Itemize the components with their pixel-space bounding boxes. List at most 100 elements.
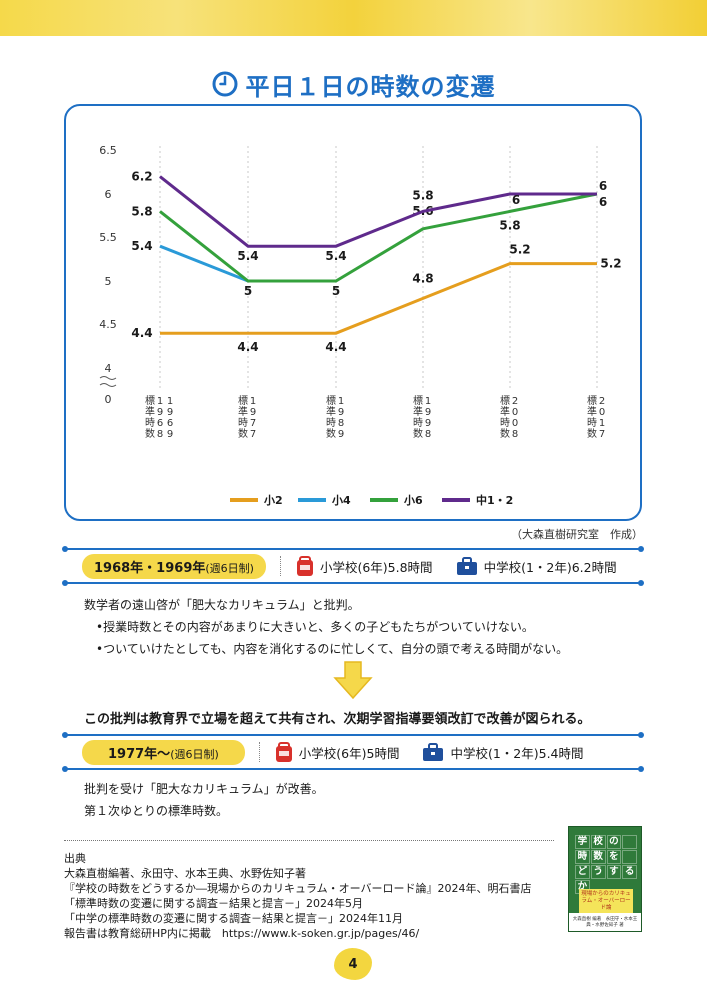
line-chart: 6.565.554.540 標準時数19681969標準時数1977標準時数198… [99,144,621,507]
svg-text:8: 8 [157,429,163,440]
clock-icon [212,71,237,97]
legend-label: 中1・2 [476,493,513,507]
svg-text:時: 時 [238,417,248,429]
data-label: 6 [599,195,607,209]
y-tick-label: 5.5 [99,231,117,244]
data-label: 5.8 [131,204,152,218]
book-title-char: 時 [575,850,590,864]
svg-text:9: 9 [250,407,256,418]
data-label: 4.8 [412,271,433,285]
book-title-char [622,850,637,864]
svg-text:標: 標 [587,394,597,407]
svg-text:準: 準 [145,405,155,418]
svg-text:時: 時 [145,417,155,429]
svg-text:標: 標 [238,394,248,407]
chart-credit: （大森直樹研究室 作成） [511,528,643,541]
svg-text:1: 1 [167,396,173,407]
legend-label: 小2 [263,493,283,507]
svg-text:9: 9 [338,429,344,440]
svg-text:8: 8 [425,429,431,440]
svg-text:0: 0 [512,407,518,418]
data-label: 6 [512,193,520,207]
series-line-小2 [160,262,597,335]
svg-text:7: 7 [250,429,256,440]
book-title-char: 学 [575,835,590,849]
references-heading: 出典 [64,852,86,865]
series-line-小6 [159,192,598,283]
svg-text:数: 数 [500,427,510,440]
svg-text:数: 数 [238,427,248,440]
era-1977-pill: 1977年～(週6日制) [82,739,245,765]
svg-text:2: 2 [512,396,518,407]
svg-text:9: 9 [167,429,173,440]
reference-line: 『学校の時数をどうするか―現場からのカリキュラム・オーバーロード論』2024年、… [64,882,532,895]
svg-text:8: 8 [512,429,518,440]
svg-text:数: 数 [145,427,155,440]
data-label: 4.4 [325,340,346,354]
svg-text:数: 数 [413,427,423,440]
book-title-char: ど [575,865,590,879]
book-title-char: の [606,835,622,849]
svg-text:準: 準 [413,405,423,418]
reference-line: 「中学の標準時数の変遷に関する調査－結果と提言－」2024年11月 [64,912,403,925]
y-tick-label: 6 [105,188,112,201]
data-label: 5.8 [412,188,433,202]
reference-line: 報告書は教育総研HP内に掲載 https://www.k-soken.gr.jp… [64,927,420,940]
briefcase-icon [423,743,444,761]
svg-text:1: 1 [599,418,605,429]
svg-text:9: 9 [167,407,173,418]
era-1968-bar: 1968年・1969年(週6日制) 小学校(6年)5.8時間 中学校(1・2年)… [62,546,644,586]
book-title-char: う [590,865,606,879]
data-label: 5.2 [509,243,530,257]
chart-panel: 6.5 6 5.5 5 4.5 4 0 標準時数 1 9 6 8 1 9 6 9 標準時数 1 9 7 7 標準時数 1 9 8… [64,104,642,521]
y-tick-label: 0 [105,393,112,406]
svg-text:9: 9 [425,407,431,418]
y-tick-label: 4.5 [99,318,117,331]
top-decorative-band [0,0,707,36]
svg-text:標: 標 [500,394,510,407]
briefcase-icon [456,557,477,575]
era-1968-text: 数学者の遠山啓が「肥大なカリキュラム」と批判。 •授業時数とその内容があまりに大… [84,598,569,656]
book-title-char: す [606,865,622,879]
book-title-char: を [606,850,622,864]
references: 出典 大森直樹編著、永田守、水本王典、水野佐知子著 『学校の時数をどうするか―現… [64,840,554,941]
svg-text:時: 時 [326,417,336,429]
svg-text:準: 準 [500,405,510,418]
era-1968-pill: 1968年・1969年(週6日制) [82,553,266,579]
svg-text:7: 7 [250,418,256,429]
down-arrow-icon [333,661,373,700]
svg-text:1: 1 [250,396,256,407]
svg-text:9: 9 [157,407,163,418]
svg-text:標: 標 [413,394,423,407]
school-bag-icon [296,556,313,576]
y-tick-label: 5 [105,275,112,288]
svg-text:0: 0 [599,407,605,418]
svg-text:準: 準 [326,405,336,418]
page-number: 4 [334,948,372,980]
data-label: 4.4 [237,340,258,354]
data-label: 5.4 [237,249,258,263]
school-bag-icon [275,742,292,762]
axis-break-icon [99,376,117,387]
book-cover-image: 学校の時数をどうするか 現場からのカリキュラム・オーバーロード論 大森直樹 編著… [568,826,642,932]
legend-label: 小6 [403,493,423,507]
svg-text:6: 6 [167,418,173,429]
reference-line: 大森直樹編著、永田守、水本王典、水野佐知子著 [64,867,306,880]
svg-text:数: 数 [587,427,597,440]
svg-text:2: 2 [599,396,605,407]
svg-text:1: 1 [338,396,344,407]
data-label: 5.2 [600,257,621,271]
svg-text:準: 準 [238,405,248,418]
y-tick-label: 4 [105,362,112,375]
svg-text:標: 標 [145,394,155,407]
junior-1977: 中学校(1・2年)5.4時間 [421,742,584,762]
y-tick-label: 6.5 [99,144,117,157]
svg-text:時: 時 [500,417,510,429]
svg-text:1: 1 [157,396,163,407]
svg-text:数: 数 [326,427,336,440]
